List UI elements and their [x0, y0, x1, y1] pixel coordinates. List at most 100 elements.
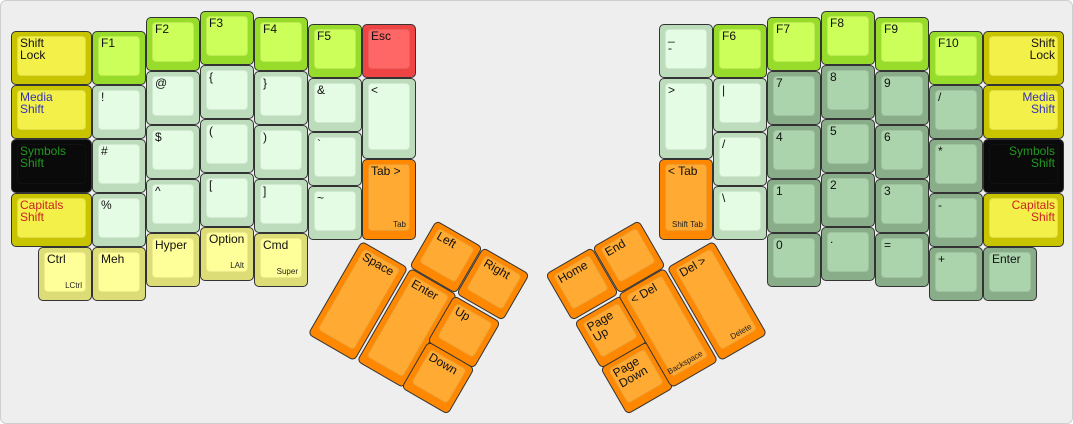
keycap: [827, 232, 869, 272]
key-label: #: [101, 144, 108, 158]
key-symbol: _ -: [659, 24, 713, 78]
key-label: >: [668, 83, 676, 97]
keycap: [260, 238, 302, 278]
key-label: Media Shift: [1022, 90, 1055, 116]
key-f10: F10: [929, 31, 983, 85]
key-label: F7: [776, 22, 791, 36]
key-f1: F1: [92, 31, 146, 85]
keycap: [260, 22, 302, 62]
key-symbol: .: [821, 227, 875, 281]
key-label: 4: [776, 130, 783, 144]
key-esc: Esc: [362, 24, 416, 78]
key-option: Option LAlt: [200, 227, 254, 281]
key-label: <: [371, 83, 379, 97]
key-0: 0: [767, 233, 821, 287]
keycap: [17, 198, 86, 238]
key-symbol: |: [713, 78, 767, 132]
key-meh: Meh: [92, 247, 146, 301]
key-label: @: [155, 76, 168, 90]
keycap: [935, 198, 977, 238]
keycap: [206, 178, 248, 218]
keycap: [881, 184, 923, 224]
keycap: [665, 29, 707, 69]
key-label: {: [209, 70, 214, 84]
keycap: [989, 36, 1058, 76]
key-sublabel: Shift Tab: [672, 220, 703, 229]
key-label: Capitals Shift: [1011, 198, 1055, 224]
key-label: 3: [884, 184, 891, 198]
key-label: (: [209, 124, 213, 138]
key-5: 5: [821, 119, 875, 173]
keycap: [881, 238, 923, 278]
keycap: [17, 36, 86, 76]
key-symbols-shift: Symbols Shift: [11, 139, 92, 193]
key-f9: F9: [875, 17, 929, 71]
key-label: -: [938, 198, 942, 212]
keycap: [773, 76, 815, 116]
keycap: [773, 130, 815, 170]
keycap: [98, 36, 140, 76]
key-symbol: }: [254, 71, 308, 125]
key-6: 6: [875, 125, 929, 179]
keycap: [773, 238, 815, 278]
key-label: 9: [884, 76, 891, 90]
key-sublabel: LCtrl: [65, 281, 82, 290]
key-label: 7: [776, 76, 783, 90]
keycap: [989, 90, 1058, 130]
keycap: [827, 178, 869, 218]
key-label: \: [722, 191, 726, 205]
key-label: Meh: [101, 252, 125, 266]
key-symbol: =: [875, 233, 929, 287]
key-symbol: [: [200, 173, 254, 227]
key-1: 1: [767, 179, 821, 233]
keycap: [935, 252, 977, 292]
keycap: [935, 36, 977, 76]
keycap: [881, 76, 923, 116]
keycap: [98, 90, 140, 130]
keycap: [719, 83, 761, 123]
keycap: [44, 252, 86, 292]
keycap: [773, 184, 815, 224]
key-label: /: [722, 137, 726, 151]
key-enter: Enter: [983, 247, 1037, 301]
key-symbol: ^: [146, 179, 200, 233]
keycap: [719, 191, 761, 231]
key-label: Shift Lock: [20, 36, 46, 62]
keycap: [17, 144, 86, 184]
keycap: [881, 130, 923, 170]
keycap: [827, 124, 869, 164]
key-label: Symbols Shift: [20, 144, 67, 170]
keycap: [314, 83, 356, 123]
key-sublabel: Tab: [393, 220, 406, 229]
keycap: [314, 191, 356, 231]
key-4: 4: [767, 125, 821, 179]
key-label: 2: [830, 178, 837, 192]
key-symbol: @: [146, 71, 200, 125]
key-f8: F8: [821, 11, 875, 65]
keycap: [206, 124, 248, 164]
key-label: *: [938, 144, 943, 158]
key-3: 3: [875, 179, 929, 233]
key-symbol: `: [308, 132, 362, 186]
keycap: [665, 164, 707, 231]
key-capitals-shift: Capitals Shift: [11, 193, 92, 247]
key-label: Hyper: [155, 238, 188, 252]
key-label: [: [209, 178, 213, 192]
key-label: F10: [938, 36, 959, 50]
key-label: F9: [884, 22, 899, 36]
keycap: [935, 144, 977, 184]
key-label: F1: [101, 36, 116, 50]
key-label: F2: [155, 22, 170, 36]
key-label: Tab >: [371, 164, 401, 178]
key-f2: F2: [146, 17, 200, 71]
keycap: [368, 164, 410, 231]
keycap: [260, 76, 302, 116]
key-symbol: (: [200, 119, 254, 173]
key-label: F4: [263, 22, 278, 36]
key-9: 9: [875, 71, 929, 125]
keycap: [206, 232, 248, 272]
keycap: [881, 22, 923, 62]
key-symbol: {: [200, 65, 254, 119]
key-shift-lock: Shift Lock: [11, 31, 92, 85]
